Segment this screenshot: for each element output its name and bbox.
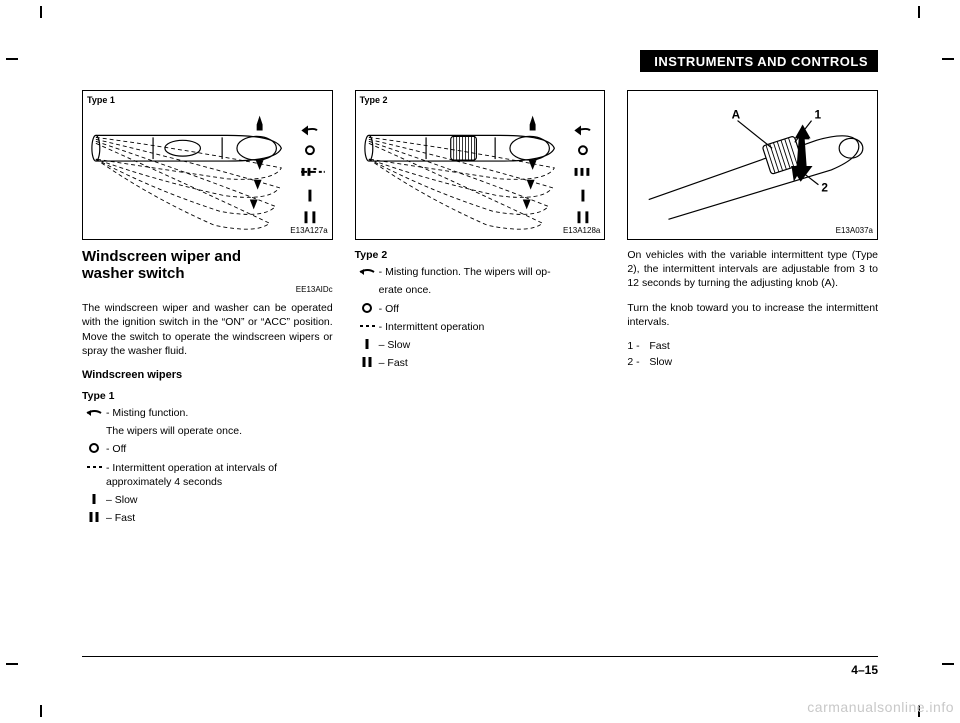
- label-2: 2: [822, 181, 829, 195]
- crop-mark: [942, 58, 954, 60]
- reference-code: EE13AIDc: [82, 285, 333, 296]
- mode-list-type2: - Misting function. The wipers will op- …: [355, 265, 606, 370]
- crop-mark: [40, 705, 42, 717]
- page: INSTRUMENTS AND CONTROLS Type 1 E13A127a: [0, 0, 960, 723]
- figure-type1: Type 1 E13A127a: [82, 90, 333, 240]
- list-text: – Fast: [106, 511, 333, 525]
- section-title: INSTRUMENTS AND CONTROLS: [654, 54, 868, 69]
- list-text: The wipers will operate once.: [106, 424, 333, 438]
- mode-list-type1: - Misting function. The wipers will oper…: [82, 406, 333, 525]
- list-text: – Fast: [379, 356, 606, 370]
- list-text: – Slow: [106, 493, 333, 507]
- crop-mark: [942, 663, 954, 665]
- int-icon: [82, 461, 106, 473]
- int-icon: [355, 320, 379, 332]
- wiper-stalk-type1-svg: [83, 91, 332, 239]
- list-text: Slow: [649, 355, 878, 369]
- list-text: – Slow: [379, 338, 606, 352]
- section-header: INSTRUMENTS AND CONTROLS: [640, 50, 878, 72]
- figure-type2: Type 2 E13A128a: [355, 90, 606, 240]
- label-a: A: [732, 108, 741, 122]
- slow-icon: [355, 338, 379, 350]
- page-number: 4–15: [851, 663, 878, 677]
- list-text: Fast: [649, 339, 878, 353]
- paragraph: Turn the knob toward you to increase the…: [627, 301, 878, 329]
- off-icon: [82, 442, 106, 454]
- heading-line1: Windscreen wiper and: [82, 248, 241, 265]
- knob-svg: A 1 2: [628, 91, 877, 239]
- list-text: - Misting function.: [106, 406, 333, 420]
- fast-icon: [355, 356, 379, 368]
- wiper-stalk-type2-svg: [356, 91, 605, 239]
- off-icon: [355, 302, 379, 314]
- list-text: - Off: [379, 302, 606, 316]
- intro-paragraph: The windscreen wiper and washer can be o…: [82, 301, 333, 358]
- slow-icon: [82, 493, 106, 505]
- crop-mark: [6, 58, 18, 60]
- crop-mark: [6, 663, 18, 665]
- type-heading: Type 1: [82, 389, 333, 403]
- watermark: carmanualsonline.info: [807, 699, 954, 715]
- subheading: Windscreen wipers: [82, 368, 333, 383]
- figure-knob: E13A037a: [627, 90, 878, 240]
- mist-icon: [82, 406, 106, 418]
- column-2: Type 2 E13A128a: [355, 90, 606, 525]
- list-num: 2 -: [627, 355, 649, 369]
- list-text: - Intermittent operation: [379, 320, 606, 334]
- fast-icon: [82, 511, 106, 523]
- crop-mark: [40, 6, 42, 18]
- list-text: - Misting function. The wipers will op-: [379, 265, 606, 279]
- heading: Windscreen wiper and washer switch: [82, 248, 333, 283]
- speed-list: 1 - Fast 2 - Slow: [627, 339, 878, 369]
- list-text: - Off: [106, 442, 333, 456]
- crop-mark: [918, 6, 920, 18]
- label-1: 1: [815, 108, 822, 122]
- mist-icon: [355, 265, 379, 277]
- list-num: 1 -: [627, 339, 649, 353]
- column-1: Type 1 E13A127a: [82, 90, 333, 525]
- list-text: - Intermittent operation at intervals of…: [106, 461, 333, 489]
- heading-line2: washer switch: [82, 265, 185, 282]
- list-text: erate once.: [379, 283, 606, 297]
- column-3: E13A037a: [627, 90, 878, 525]
- paragraph: On vehicles with the variable intermitte…: [627, 248, 878, 291]
- footer-rule: [82, 656, 878, 657]
- type-heading: Type 2: [355, 248, 606, 262]
- content-columns: Type 1 E13A127a: [82, 90, 878, 525]
